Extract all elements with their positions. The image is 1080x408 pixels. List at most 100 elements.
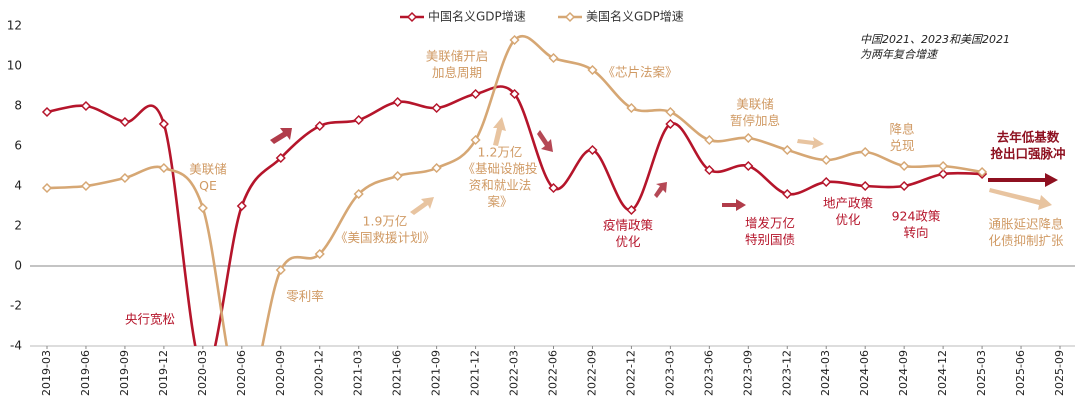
marker: [587, 64, 598, 76]
marker: [509, 34, 520, 46]
note: 中国2021、2023和美国2021: [860, 33, 1010, 46]
annotation: 资和就业法: [469, 178, 532, 193]
x-tick-label: 2019-09: [118, 350, 131, 396]
x-tick-label: 2019-06: [79, 350, 92, 396]
arrow: [270, 128, 292, 144]
y-tick-label: -2: [10, 299, 22, 313]
arrow: [493, 117, 506, 146]
marker: [80, 100, 92, 112]
annotation: 抢出口强脉冲: [990, 146, 1065, 161]
arrow: [722, 199, 746, 211]
x-tick-label: 2025-03: [975, 350, 988, 396]
marker: [353, 114, 364, 126]
marker: [392, 96, 403, 108]
y-tick-label: 0: [14, 259, 22, 273]
x-tick-label: 2023-12: [780, 350, 793, 396]
annotation: 优化: [835, 212, 861, 227]
marker: [119, 116, 130, 128]
x-tick-label: 2023-06: [702, 350, 715, 396]
marker: [236, 200, 247, 212]
y-tick-label: 4: [14, 179, 22, 193]
annotation: 《基础设施投: [462, 161, 537, 176]
series-line: [46, 35, 983, 346]
y-tick-label: 8: [14, 99, 22, 113]
x-tick-label: 2021-06: [391, 350, 404, 396]
arrow: [410, 197, 434, 215]
series-line: [46, 85, 983, 346]
marker: [41, 106, 53, 118]
marker: [431, 102, 442, 114]
marker: [80, 180, 92, 192]
marker: [353, 188, 364, 200]
marker: [821, 154, 832, 166]
x-tick-label: 2023-03: [663, 350, 676, 396]
x-tick-label: 2020-12: [313, 350, 326, 396]
marker: [314, 248, 325, 260]
marker: [782, 188, 793, 200]
annotation: 1.9万亿: [363, 214, 408, 229]
marker: [275, 152, 286, 164]
annotation: 增发万亿: [745, 216, 795, 231]
legend-marker: [564, 11, 576, 23]
marker: [470, 88, 481, 100]
marker: [743, 160, 754, 172]
plot-area: [41, 34, 988, 346]
annotation: 《芯片法案》: [602, 65, 677, 80]
annotation: 地产政策: [823, 196, 874, 211]
x-tick-label: 2024-12: [936, 350, 949, 396]
marker: [899, 160, 910, 172]
marker: [665, 118, 676, 130]
y-tick-label: 10: [7, 59, 22, 73]
annotation: 1.2万亿: [478, 145, 523, 160]
y-tick-label: 12: [7, 19, 22, 33]
annotation: 924政策: [892, 209, 941, 224]
arrow: [537, 130, 553, 152]
annotation: 去年低基数: [997, 130, 1060, 145]
marker: [860, 180, 871, 192]
marker: [158, 162, 169, 174]
marker: [743, 132, 754, 144]
x-tick-label: 2025-06: [1014, 350, 1027, 396]
arrow: [797, 137, 824, 149]
y-tick-label: 6: [14, 139, 22, 153]
y-tick-label: -4: [10, 339, 22, 353]
x-tick-label: 2021-03: [352, 350, 365, 396]
marker: [665, 106, 676, 118]
arrow: [654, 182, 667, 198]
marker: [314, 120, 325, 132]
marker: [41, 182, 53, 194]
marker: [938, 168, 949, 180]
marker: [977, 166, 988, 178]
annotation: 转向: [903, 225, 928, 240]
x-tick-label: 2019-03: [40, 350, 53, 396]
annotation: 加息周期: [432, 65, 482, 80]
marker: [587, 144, 598, 156]
x-tick-label: 2020-06: [235, 350, 248, 396]
marker: [938, 160, 949, 172]
legend-label: 中国名义GDP增速: [428, 9, 526, 24]
marker: [392, 170, 403, 182]
x-tick-label: 2020-03: [196, 350, 209, 396]
marker: [548, 52, 559, 64]
arrow: [988, 173, 1058, 187]
marker: [899, 180, 910, 192]
x-tick-label: 2024-03: [819, 350, 832, 396]
arrows: [270, 117, 1058, 215]
annotation: 兑现: [889, 138, 914, 153]
x-tick-label: 2022-12: [624, 350, 637, 396]
marker: [470, 134, 481, 146]
annotation: QE: [199, 178, 217, 193]
x-tick-label: 2020-09: [274, 350, 287, 396]
marker: [626, 102, 637, 114]
marker: [860, 146, 871, 158]
x-tick-label: 2024-09: [897, 350, 910, 396]
marker: [626, 204, 637, 216]
x-tick-label: 2022-06: [547, 350, 560, 396]
arrow: [989, 188, 1052, 210]
annotation: 美联储: [189, 162, 227, 177]
annotation: 化债抑制扩张: [988, 233, 1064, 248]
annotation: 暂停加息: [730, 113, 780, 128]
annotation: 通胀延迟降息: [988, 217, 1063, 232]
marker: [431, 162, 442, 174]
